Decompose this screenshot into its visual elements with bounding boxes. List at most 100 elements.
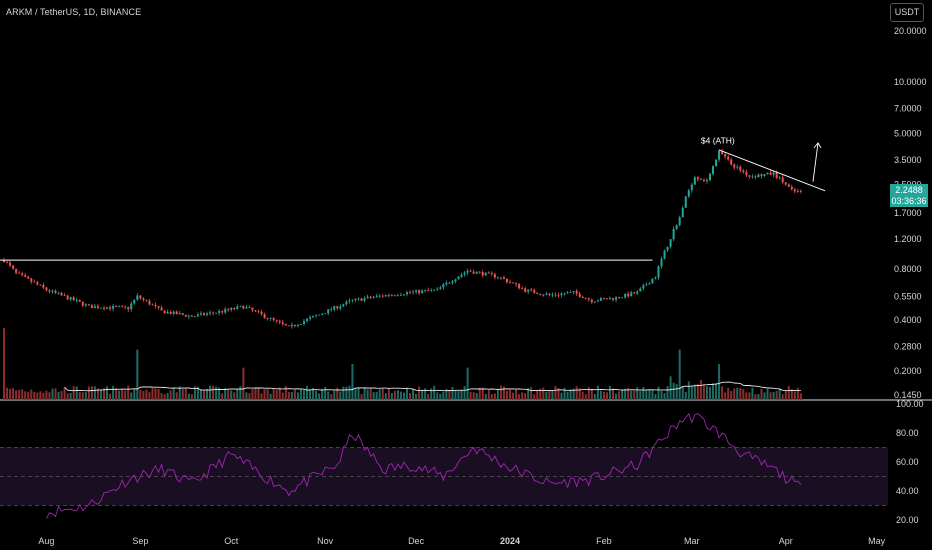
- candle-body: [563, 293, 566, 295]
- candle-body: [33, 281, 36, 283]
- candle-body: [248, 307, 251, 308]
- rsi-line: [46, 412, 802, 519]
- candle-body: [181, 313, 184, 315]
- volume-bar: [363, 386, 366, 400]
- candle-body: [230, 307, 233, 310]
- candle-body: [799, 191, 802, 193]
- candle-body: [496, 277, 499, 279]
- volume-bar: [215, 386, 218, 400]
- candle-body: [196, 314, 199, 317]
- candle-body: [405, 292, 408, 295]
- candle-body: [254, 310, 257, 312]
- time-tick-label: Feb: [596, 536, 612, 546]
- volume-bar: [354, 388, 357, 400]
- candle-body: [51, 290, 54, 292]
- candle-body: [199, 313, 202, 315]
- candle-body: [721, 150, 724, 155]
- candle-body: [648, 283, 651, 285]
- candle-body: [412, 291, 415, 293]
- volume-bar: [87, 386, 90, 400]
- candle-body: [390, 294, 393, 296]
- candle-body: [466, 270, 469, 273]
- candle-body: [369, 296, 372, 298]
- candle-body: [793, 189, 796, 192]
- volume-bar: [190, 394, 193, 400]
- candle-body: [160, 307, 163, 311]
- candle-body: [418, 290, 421, 294]
- volume-bar: [157, 389, 160, 400]
- candle-body: [499, 277, 502, 279]
- volume-bars: [3, 328, 802, 400]
- volume-bar: [251, 389, 254, 400]
- volume-bar: [469, 391, 472, 400]
- candle-body: [427, 290, 430, 291]
- volume-bar: [490, 394, 493, 400]
- volume-bar: [239, 386, 242, 400]
- volume-bar: [378, 389, 381, 400]
- volume-bar: [115, 387, 118, 400]
- volume-bar: [693, 384, 696, 400]
- candle-body: [190, 315, 193, 317]
- candle-body: [102, 307, 105, 309]
- candle-body: [718, 150, 721, 160]
- volume-bar: [75, 386, 78, 400]
- candle-body: [166, 311, 169, 314]
- volume-bar: [678, 349, 681, 400]
- volume-bar: [57, 392, 60, 400]
- candle-body: [39, 284, 42, 286]
- volume-bar: [651, 389, 654, 400]
- candle-body: [206, 313, 209, 315]
- rsi-tick-label: 20.00: [896, 515, 919, 525]
- candle-body: [169, 311, 172, 314]
- candle-body: [312, 316, 315, 318]
- volume-bar: [184, 388, 187, 400]
- volume-bar: [309, 389, 312, 400]
- candle-body: [539, 293, 542, 295]
- volume-bar: [618, 391, 621, 400]
- time-tick-label: Dec: [408, 536, 425, 546]
- volume-bar: [245, 392, 248, 400]
- candle-body: [509, 282, 512, 283]
- candle-body: [18, 272, 21, 274]
- candle-body: [218, 311, 221, 313]
- candle-body: [557, 295, 560, 296]
- volume-bar: [345, 386, 348, 400]
- annotations: $4 (ATH): [0, 136, 826, 261]
- candle-body: [581, 296, 584, 299]
- candle-body: [778, 177, 781, 179]
- candle-body: [163, 310, 166, 314]
- volume-bar: [766, 388, 769, 400]
- candle-body: [124, 306, 127, 308]
- candle-body: [245, 307, 248, 309]
- candle-body: [448, 282, 451, 284]
- candle-body: [436, 288, 439, 290]
- candle-body: [621, 297, 624, 299]
- candle-body: [251, 307, 254, 311]
- currency-button[interactable]: USDT: [890, 3, 924, 22]
- volume-bar: [675, 384, 678, 400]
- volume-bar: [545, 391, 548, 400]
- volume-bar: [630, 390, 633, 400]
- candle-body: [127, 307, 130, 310]
- candle-body: [306, 318, 308, 322]
- volume-bar: [227, 389, 230, 400]
- volume-bar: [742, 389, 745, 400]
- candle-body: [172, 311, 175, 314]
- countdown-timer: 03:36:36: [891, 196, 927, 206]
- candle-body: [445, 282, 448, 285]
- volume-bar: [90, 386, 93, 400]
- candle-body: [751, 176, 754, 178]
- volume-bar: [193, 386, 196, 400]
- candle-body: [9, 262, 12, 266]
- time-tick-label: Oct: [224, 536, 239, 546]
- volume-bar: [339, 391, 342, 400]
- candle-body: [593, 301, 596, 303]
- volume-bar: [163, 394, 166, 400]
- candle-body: [736, 166, 739, 168]
- volume-bar: [581, 391, 584, 400]
- volume-bar: [645, 389, 648, 400]
- volume-bar: [302, 389, 305, 400]
- candle-body: [6, 261, 9, 263]
- volume-bar: [754, 394, 757, 400]
